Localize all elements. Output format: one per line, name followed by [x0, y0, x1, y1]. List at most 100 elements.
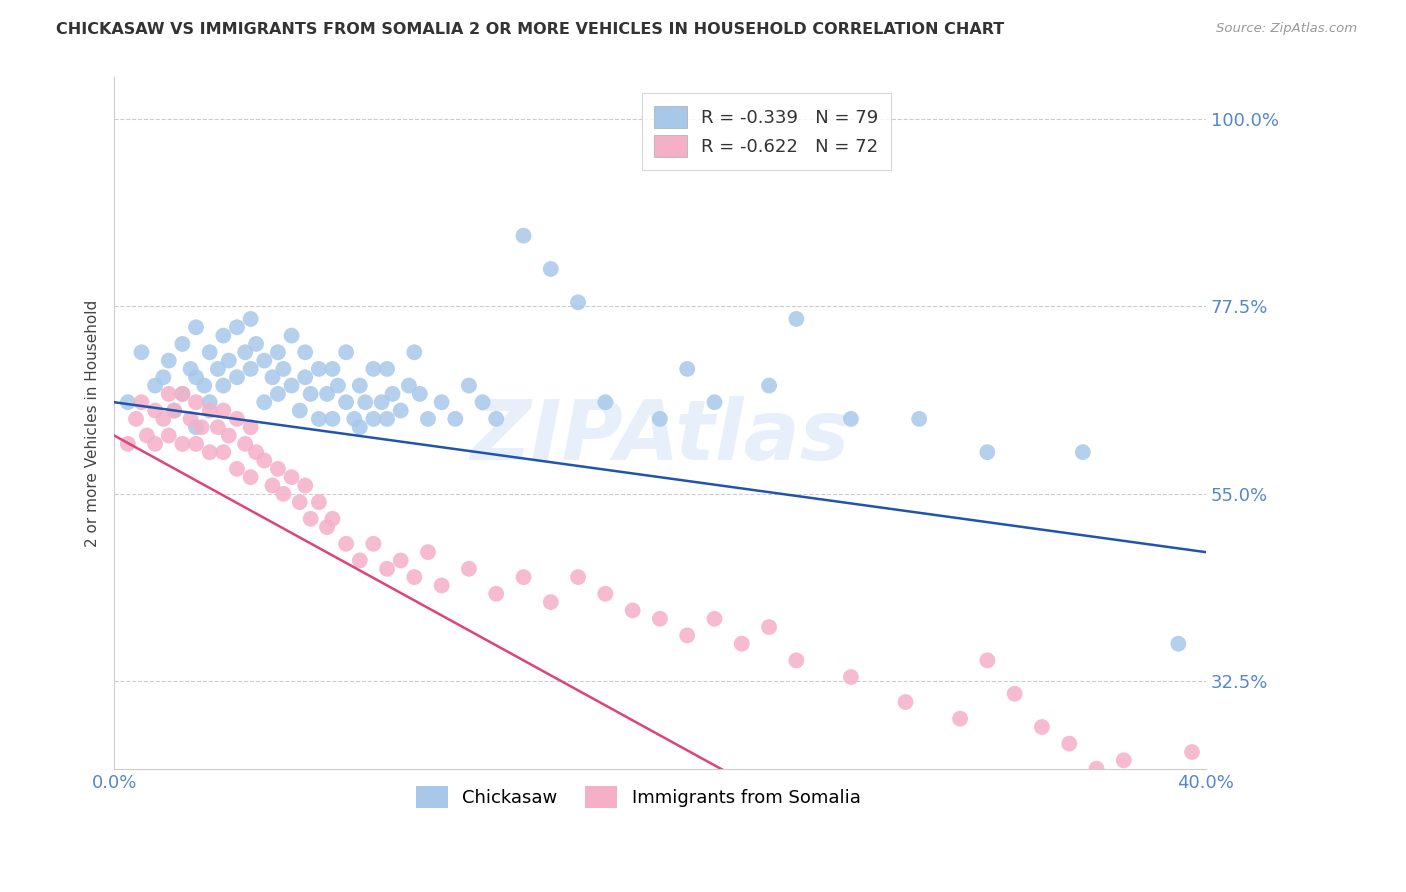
- Point: [299, 512, 322, 526]
- Point: [245, 445, 267, 459]
- Text: ZIPAtlas: ZIPAtlas: [470, 396, 849, 477]
- Point: [343, 412, 366, 426]
- Point: [1085, 762, 1108, 776]
- Point: [567, 295, 589, 310]
- Point: [389, 553, 412, 567]
- Point: [184, 370, 207, 384]
- Point: [676, 628, 699, 642]
- Point: [416, 412, 439, 426]
- Point: [404, 570, 426, 584]
- Point: [143, 403, 166, 417]
- Point: [1140, 778, 1163, 792]
- Point: [349, 420, 371, 434]
- Point: [349, 378, 371, 392]
- Point: [163, 403, 186, 417]
- Point: [485, 587, 508, 601]
- Point: [976, 445, 998, 459]
- Point: [184, 437, 207, 451]
- Point: [375, 562, 398, 576]
- Point: [131, 345, 153, 359]
- Point: [184, 320, 207, 334]
- Point: [370, 395, 392, 409]
- Point: [157, 353, 180, 368]
- Point: [676, 362, 699, 376]
- Point: [839, 412, 862, 426]
- Point: [267, 387, 290, 401]
- Point: [117, 395, 139, 409]
- Point: [212, 378, 235, 392]
- Point: [136, 428, 159, 442]
- Point: [172, 437, 194, 451]
- Point: [321, 362, 343, 376]
- Point: [540, 595, 562, 609]
- Point: [239, 312, 262, 326]
- Point: [218, 428, 240, 442]
- Point: [198, 445, 221, 459]
- Point: [648, 412, 671, 426]
- Point: [262, 478, 284, 492]
- Point: [193, 378, 215, 392]
- Point: [262, 370, 284, 384]
- Point: [163, 403, 186, 417]
- Point: [308, 412, 330, 426]
- Point: [143, 437, 166, 451]
- Point: [267, 462, 290, 476]
- Point: [839, 670, 862, 684]
- Point: [239, 420, 262, 434]
- Point: [288, 495, 311, 509]
- Point: [321, 512, 343, 526]
- Point: [198, 403, 221, 417]
- Point: [280, 470, 302, 484]
- Point: [758, 620, 780, 634]
- Point: [1167, 799, 1189, 814]
- Point: [567, 570, 589, 584]
- Point: [703, 612, 725, 626]
- Point: [1071, 445, 1094, 459]
- Point: [595, 395, 617, 409]
- Point: [172, 387, 194, 401]
- Point: [226, 320, 249, 334]
- Point: [540, 262, 562, 277]
- Point: [157, 428, 180, 442]
- Point: [198, 345, 221, 359]
- Point: [389, 403, 412, 417]
- Point: [381, 387, 404, 401]
- Point: [207, 362, 229, 376]
- Text: CHICKASAW VS IMMIGRANTS FROM SOMALIA 2 OR MORE VEHICLES IN HOUSEHOLD CORRELATION: CHICKASAW VS IMMIGRANTS FROM SOMALIA 2 O…: [56, 22, 1004, 37]
- Point: [233, 345, 256, 359]
- Point: [404, 345, 426, 359]
- Point: [621, 603, 644, 617]
- Point: [308, 495, 330, 509]
- Point: [294, 345, 316, 359]
- Point: [212, 445, 235, 459]
- Point: [226, 462, 249, 476]
- Point: [758, 378, 780, 392]
- Point: [117, 437, 139, 451]
- Point: [299, 387, 322, 401]
- Point: [316, 387, 339, 401]
- Point: [245, 337, 267, 351]
- Point: [233, 437, 256, 451]
- Point: [280, 328, 302, 343]
- Point: [212, 403, 235, 417]
- Legend: Chickasaw, Immigrants from Somalia: Chickasaw, Immigrants from Somalia: [408, 779, 868, 815]
- Point: [143, 378, 166, 392]
- Point: [316, 520, 339, 534]
- Point: [416, 545, 439, 559]
- Point: [512, 570, 534, 584]
- Point: [172, 337, 194, 351]
- Point: [1057, 737, 1080, 751]
- Point: [363, 537, 385, 551]
- Point: [253, 395, 276, 409]
- Point: [152, 412, 174, 426]
- Point: [430, 395, 453, 409]
- Point: [648, 612, 671, 626]
- Point: [294, 478, 316, 492]
- Point: [198, 395, 221, 409]
- Point: [458, 378, 481, 392]
- Point: [157, 387, 180, 401]
- Point: [184, 420, 207, 434]
- Point: [253, 453, 276, 467]
- Point: [280, 378, 302, 392]
- Point: [1181, 745, 1204, 759]
